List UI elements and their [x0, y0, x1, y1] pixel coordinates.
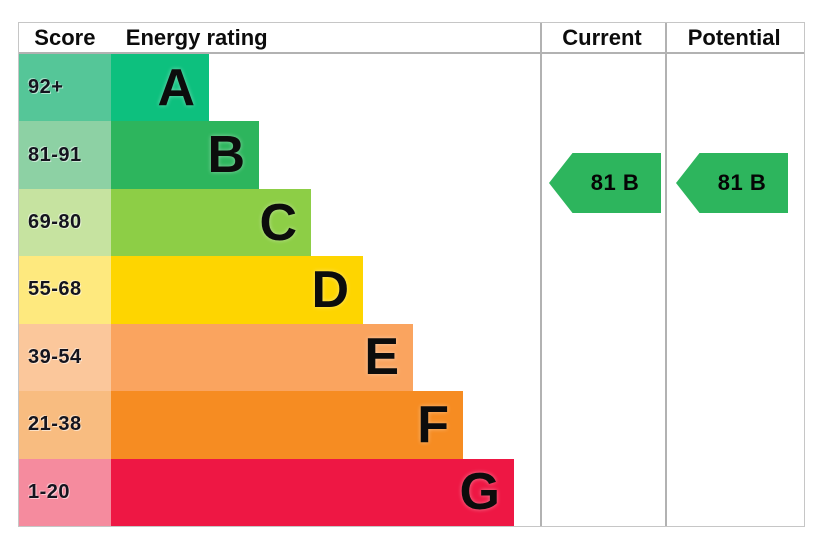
band-bar-f: F: [111, 391, 463, 459]
column-divider-energy-current: [540, 23, 542, 526]
band-letter-f: F: [417, 395, 449, 454]
band-letter-c: C: [259, 193, 297, 252]
band-bar-e: E: [111, 323, 413, 392]
band-letter-a: A: [157, 58, 195, 117]
current-rating-arrow: 81 B: [549, 153, 661, 213]
band-row-c: 69-80 C: [19, 188, 804, 257]
score-range-b: 81-91: [19, 121, 111, 189]
score-header: Score: [34, 24, 96, 50]
score-range-f: 21-38: [19, 391, 111, 459]
band-letter-g: G: [459, 463, 500, 522]
column-divider-current-potential: [665, 23, 667, 526]
potential-header: Potential: [687, 24, 781, 50]
band-row-b: 81-91 B: [19, 121, 804, 189]
band-row-e: 39-54 E: [19, 323, 804, 392]
score-range-g: 1-20: [19, 458, 111, 526]
score-range-d: 55-68: [19, 256, 111, 324]
current-rating-label: 81 B: [590, 170, 640, 195]
score-range-c: 69-80: [19, 188, 111, 257]
potential-rating-label: 81 B: [717, 170, 767, 195]
band-row-g: 1-20 G: [19, 458, 804, 526]
band-row-f: 21-38 F: [19, 391, 804, 459]
band-bar-d: D: [111, 256, 363, 324]
band-bar-b: B: [111, 121, 259, 189]
band-letter-d: D: [311, 260, 349, 319]
score-range-e: 39-54: [19, 323, 111, 392]
energy-rating-header: Energy rating: [125, 24, 268, 50]
score-range-a: 92+: [19, 54, 111, 122]
potential-rating-arrow: 81 B: [676, 153, 788, 213]
band-letter-e: E: [364, 328, 399, 387]
band-bar-a: A: [111, 54, 209, 122]
epc-chart: Score Energy rating Current Potential 92…: [18, 22, 805, 527]
band-letter-b: B: [207, 126, 245, 185]
band-row-a: 92+ A: [19, 54, 804, 122]
chart-header-row: Score Energy rating Current Potential: [19, 23, 804, 54]
band-bar-g: G: [111, 458, 514, 526]
band-bar-c: C: [111, 188, 311, 257]
current-header: Current: [562, 24, 642, 50]
band-row-d: 55-68 D: [19, 256, 804, 324]
band-rows: 92+ A 81-91 B 69-80 C 55-68 D 39-54: [19, 54, 804, 526]
